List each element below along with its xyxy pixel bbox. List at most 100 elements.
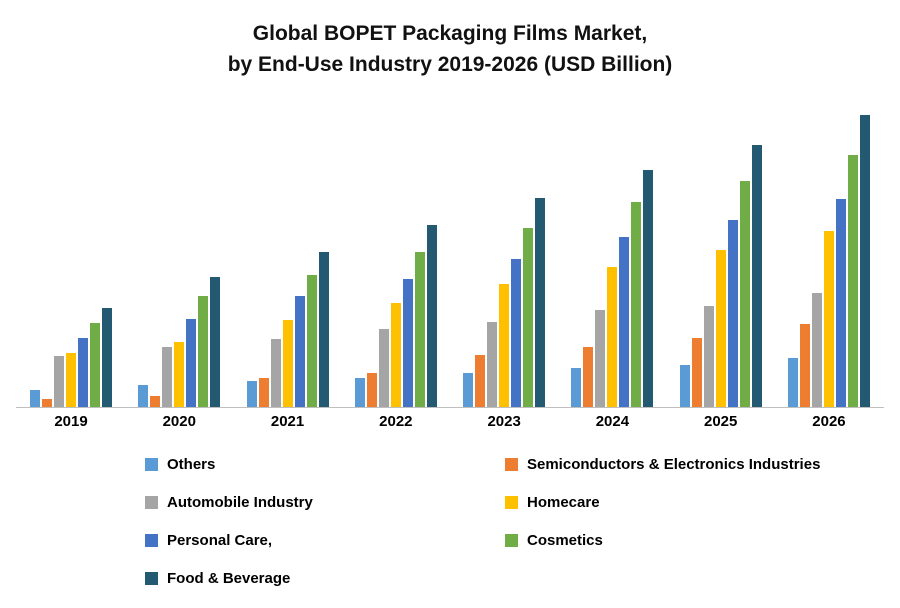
bar — [859, 115, 870, 407]
x-axis-label: 2023 — [487, 413, 521, 430]
bar — [270, 339, 281, 407]
bar — [847, 155, 858, 407]
legend-item: Automobile Industry — [145, 494, 505, 511]
bar — [607, 267, 618, 407]
bar — [487, 322, 498, 407]
x-axis-label: 2024 — [595, 413, 630, 430]
bar — [78, 338, 88, 407]
bar — [511, 259, 522, 407]
bar — [595, 310, 606, 407]
x-axis-label: 2021 — [270, 413, 305, 430]
bar — [198, 296, 209, 407]
bar — [318, 252, 329, 407]
legend-swatch — [145, 496, 158, 509]
bar — [787, 358, 798, 407]
legend-swatch — [145, 534, 158, 547]
bar — [643, 170, 654, 407]
bar — [54, 356, 64, 407]
bar — [66, 353, 76, 407]
bar — [354, 378, 365, 407]
bar — [426, 225, 437, 407]
bar-group-2019 — [30, 308, 112, 407]
x-axis-label: 2020 — [162, 413, 196, 430]
bar — [799, 324, 810, 407]
bar — [499, 284, 510, 407]
bar — [378, 329, 389, 407]
bar — [751, 145, 762, 407]
legend-label: Personal Care, — [167, 532, 273, 549]
legend-label: Others — [167, 456, 216, 473]
bar — [186, 319, 197, 407]
bar — [691, 338, 702, 407]
bar — [679, 365, 690, 407]
bar-group-2025 — [679, 145, 762, 407]
legend-swatch — [145, 572, 158, 585]
bar-group-2021 — [246, 252, 329, 407]
bar — [463, 373, 474, 407]
bar — [523, 228, 534, 407]
x-axis-label: 2026 — [812, 413, 846, 430]
bar — [138, 385, 149, 407]
legend-swatch — [505, 496, 518, 509]
legend-label: Food & Beverage — [167, 570, 291, 587]
bar — [102, 308, 112, 407]
bar-group-2026 — [787, 115, 870, 407]
x-axis-label: 2022 — [379, 413, 413, 430]
bar — [306, 275, 317, 407]
bar — [619, 237, 630, 407]
bar — [174, 342, 185, 407]
legend-swatch — [145, 458, 158, 471]
legend-label: Homecare — [527, 494, 600, 511]
bar-group-2024 — [571, 170, 654, 407]
x-axis-label: 2025 — [704, 413, 738, 430]
legend-item: Semiconductors & Electronics Industries — [505, 456, 900, 473]
bar — [282, 320, 293, 407]
bar — [258, 378, 269, 407]
legend-label: Semiconductors & Electronics Industries — [527, 456, 821, 473]
bar — [727, 220, 738, 407]
bar — [390, 303, 401, 407]
bar — [571, 368, 582, 407]
bar — [631, 202, 642, 407]
bar — [739, 181, 750, 407]
bar — [583, 347, 594, 407]
bar — [703, 306, 714, 407]
legend-swatch — [505, 458, 518, 471]
bar — [210, 277, 221, 407]
x-axis: 2019 2020 2021 2022 2023 2024 2025 2026 — [16, 413, 884, 430]
bar — [823, 231, 834, 407]
bar — [475, 355, 486, 407]
chart-title-line1: Global BOPET Packaging Films Market, — [252, 22, 648, 45]
bar-group-2023 — [463, 198, 546, 407]
bar — [835, 199, 846, 407]
legend-item: Personal Care, — [145, 532, 505, 549]
bar — [30, 390, 40, 407]
legend-label: Automobile Industry — [167, 494, 313, 511]
chart-title: Global BOPET Packaging Films Market, by … — [0, 18, 900, 80]
bar — [366, 373, 377, 407]
bar-group-2020 — [138, 277, 221, 407]
legend-swatch — [505, 534, 518, 547]
bar — [811, 293, 822, 407]
bar-group-2022 — [354, 225, 437, 407]
plot-area — [16, 102, 884, 408]
legend-item: Homecare — [505, 494, 900, 511]
bar — [535, 198, 546, 407]
bar — [414, 252, 425, 407]
bar — [715, 250, 726, 407]
x-axis-label: 2019 — [54, 413, 88, 430]
legend-label: Cosmetics — [527, 532, 603, 549]
legend-item: Food & Beverage — [145, 570, 505, 587]
bar — [402, 279, 413, 407]
bar — [42, 399, 52, 407]
legend-item: Cosmetics — [505, 532, 900, 549]
bar — [90, 323, 100, 407]
legend: Others Semiconductors & Electronics Indus… — [145, 456, 900, 587]
bar — [150, 396, 161, 407]
bar — [162, 347, 173, 407]
chart-title-line2: by End-Use Industry 2019-2026 (USD Billi… — [227, 53, 673, 76]
legend-item: Others — [145, 456, 505, 473]
bar — [246, 381, 257, 407]
bar — [294, 296, 305, 407]
